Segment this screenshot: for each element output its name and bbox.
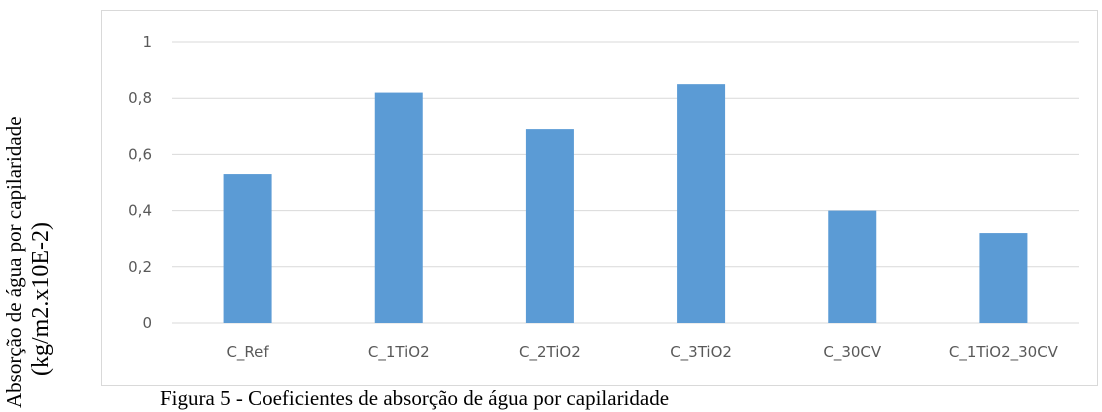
x-tick-label: C_30CV [823, 343, 882, 362]
figure-caption: Figura 5 - Coeficientes de absorção de á… [160, 386, 670, 410]
bar-c-2tio2 [525, 129, 574, 323]
x-tick-label: C_1TiO2_30CV [949, 343, 1059, 362]
bar-c-30cv [828, 210, 877, 323]
y-axis-label-line1: Absorção de água por capilaridade [2, 116, 26, 408]
x-tick-label: C_2TiO2 [519, 343, 581, 362]
x-tick-label: C_3TiO2 [670, 343, 732, 362]
bar-c-1tio2-30cv [979, 233, 1028, 323]
y-tick-label: 0 [142, 314, 152, 332]
x-tick-label: C_Ref [226, 343, 269, 362]
y-axis-label-line2: (kg/m2.x10E-2) [28, 222, 54, 376]
bar-c-ref [223, 174, 272, 323]
bar-chart: 0 0,2 0,4 0,6 0,8 1 C_Ref C_1TiO2 C_2TiO2 C_3TiO2… [128, 33, 1079, 362]
y-tick-label: 0,4 [128, 202, 152, 220]
y-tick-label: 1 [142, 33, 152, 51]
chart-area: 0 0,2 0,4 0,6 0,8 1 C_Ref C_1TiO2 C_2TiO2 C_3TiO2… [101, 10, 1098, 386]
y-tick-label: 0,2 [128, 258, 152, 276]
bar-c-1tio2 [374, 92, 423, 323]
y-tick-label: 0,8 [128, 89, 152, 107]
bar-c-3tio2 [677, 84, 726, 324]
x-tick-label: C_1TiO2 [368, 343, 430, 362]
y-axis-label: Absorção de água por capilaridade (kg/m2… [2, 116, 54, 408]
y-tick-label: 0,6 [128, 145, 152, 163]
